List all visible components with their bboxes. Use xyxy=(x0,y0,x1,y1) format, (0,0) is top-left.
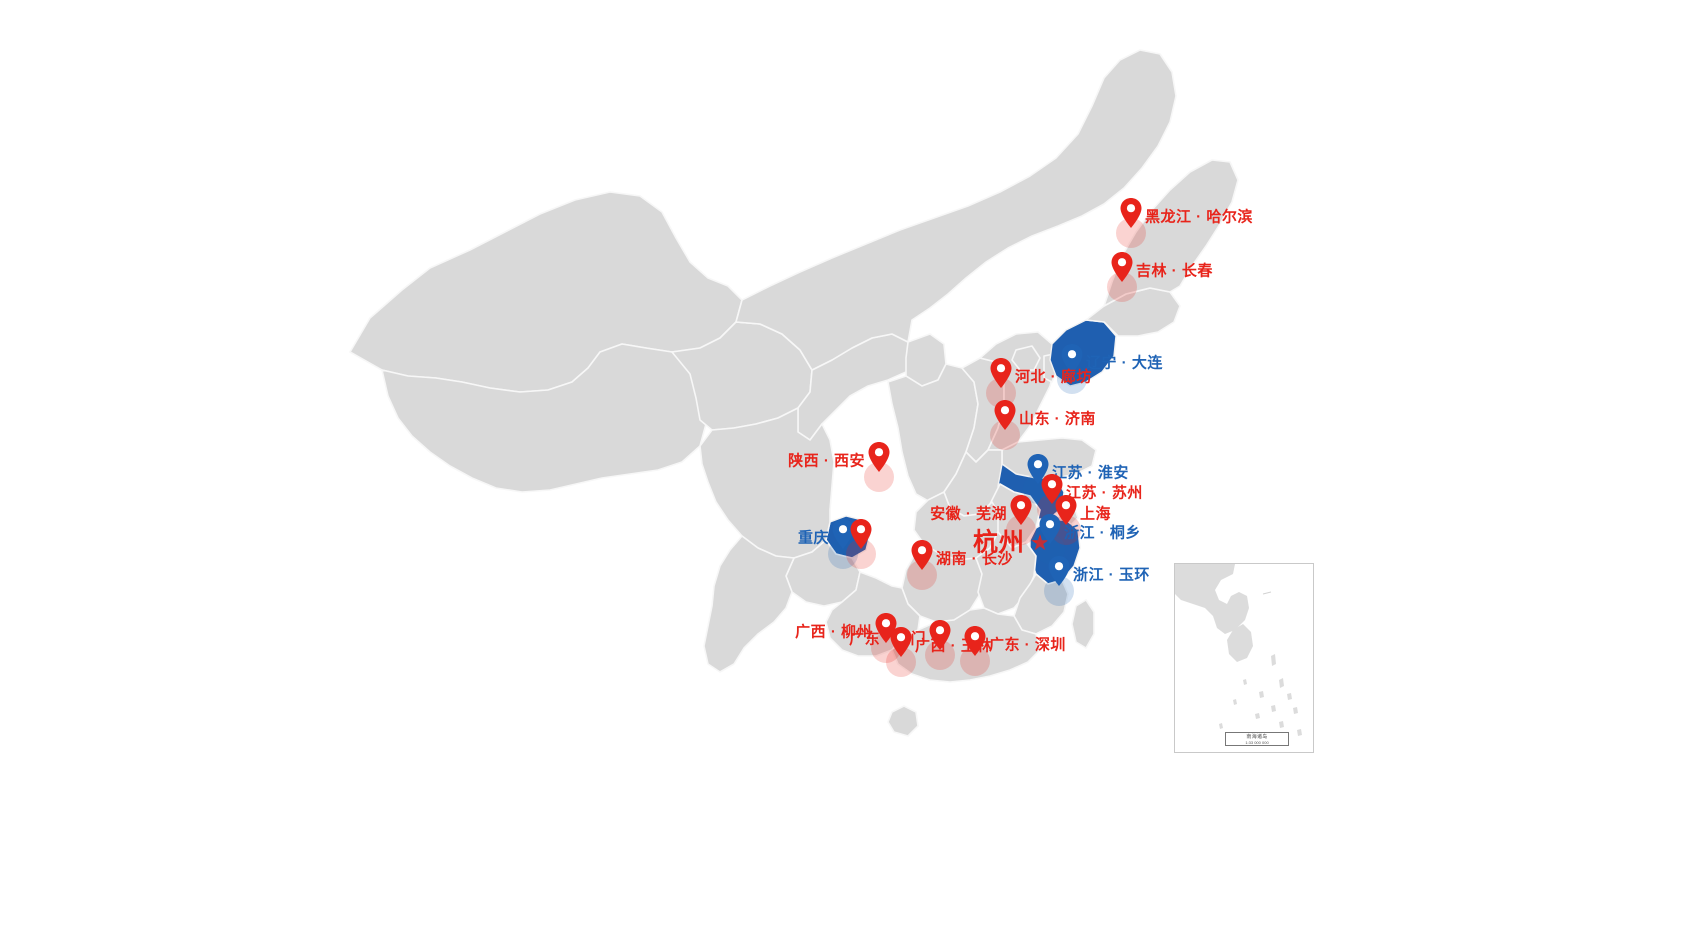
map-pin-河北-廊坊[interactable] xyxy=(986,358,1016,408)
map-pin-湖南-长沙[interactable] xyxy=(907,540,937,590)
province-yunnan xyxy=(703,535,795,673)
province-sichuan xyxy=(699,407,835,559)
location-pin-icon xyxy=(964,626,986,656)
location-pin-icon xyxy=(994,400,1016,430)
map-pin-安徽-芜湖[interactable] xyxy=(1006,495,1036,545)
map-pin-广东-深圳[interactable] xyxy=(960,626,990,676)
map-label-江苏-淮安: 江苏 · 淮安 xyxy=(1052,464,1129,482)
location-pin-icon xyxy=(1055,495,1077,525)
location-pin-icon xyxy=(1061,344,1083,374)
location-pin-icon xyxy=(1048,556,1070,586)
south-china-sea-inset: 南海诸岛 1:33 000 000 xyxy=(1174,563,1314,753)
map-pin-浙江-玉环[interactable] xyxy=(1044,556,1074,606)
location-pin-icon xyxy=(990,358,1012,388)
map-label-广东-深圳: 广东 · 深圳 xyxy=(989,636,1066,654)
location-pin-icon xyxy=(1010,495,1032,525)
inset-scale-ratio: 1:33 000 000 xyxy=(1245,740,1269,745)
map-label-重庆: 重庆 xyxy=(797,529,829,547)
province-hainan xyxy=(887,705,919,737)
inset-scale-bar: 南海诸岛 1:33 000 000 xyxy=(1225,731,1289,746)
location-pin-icon xyxy=(868,442,890,472)
capital-label: 杭州 xyxy=(972,528,1025,557)
inset-scale-name: 南海诸岛 xyxy=(1246,733,1268,740)
map-pin-黑龙江-哈尔滨[interactable] xyxy=(1116,198,1146,248)
province-inner-mongolia xyxy=(735,49,1177,371)
map-label-浙江-桐乡: 浙江 · 桐乡 xyxy=(1064,524,1141,542)
location-pin-icon xyxy=(832,519,854,549)
province-heilongjiang xyxy=(1103,159,1239,307)
map-pin-广西-玉林[interactable] xyxy=(886,627,916,677)
map-label-湖南-长沙: 湖南 · 长沙 xyxy=(936,550,1013,568)
map-pin-吉林-长春[interactable] xyxy=(1107,252,1137,302)
map-pin-浙江-桐乡[interactable] xyxy=(1035,514,1065,564)
map-label-广西-柳州: 广西 · 柳州 xyxy=(795,623,872,641)
map-label-浙江-玉环: 浙江 · 玉环 xyxy=(1073,566,1150,584)
map-label-安徽-芜湖: 安徽 · 芜湖 xyxy=(930,505,1007,523)
province-shapes xyxy=(349,49,1239,737)
map-label-上海: 上海 xyxy=(1080,505,1112,523)
location-pin-icon xyxy=(1039,514,1061,544)
map-label-黑龙江-哈尔滨: 黑龙江 · 哈尔滨 xyxy=(1145,208,1253,226)
map-pin-重庆[interactable] xyxy=(828,519,858,569)
province-taiwan xyxy=(1071,599,1095,649)
map-label-吉林-长春: 吉林 · 长春 xyxy=(1136,262,1213,280)
province-guangdong xyxy=(891,607,1041,683)
map-label-陕西-西安: 陕西 · 西安 xyxy=(788,452,865,470)
province-tibet xyxy=(381,343,707,493)
province-liaoning-highlight xyxy=(1049,319,1117,387)
location-pin-icon xyxy=(1111,252,1133,282)
map-pin-marker-12[interactable] xyxy=(846,519,876,569)
location-pin-icon xyxy=(850,519,872,549)
location-pin-icon xyxy=(1120,198,1142,228)
map-label-河北-廊坊: 河北 · 廊坊 xyxy=(1015,368,1092,386)
location-pin-icon xyxy=(911,540,933,570)
map-label-山东-济南: 山东 · 济南 xyxy=(1019,410,1096,428)
location-pin-icon xyxy=(929,620,951,650)
location-pin-icon xyxy=(1041,474,1063,504)
location-pin-icon xyxy=(1027,454,1049,484)
map-pin-山东-济南[interactable] xyxy=(990,400,1020,450)
map-label-辽宁-大连: 辽宁 · 大连 xyxy=(1086,354,1163,372)
map-pin-陕西-西安[interactable] xyxy=(864,442,894,492)
province-jiangxi xyxy=(975,531,1037,615)
map-pin-广东-江门[interactable] xyxy=(925,620,955,670)
location-pin-icon xyxy=(890,627,912,657)
map-pin-辽宁-大连[interactable] xyxy=(1057,344,1087,394)
province-beijing xyxy=(1011,345,1041,371)
map-label-江苏-苏州: 江苏 · 苏州 xyxy=(1066,484,1143,502)
